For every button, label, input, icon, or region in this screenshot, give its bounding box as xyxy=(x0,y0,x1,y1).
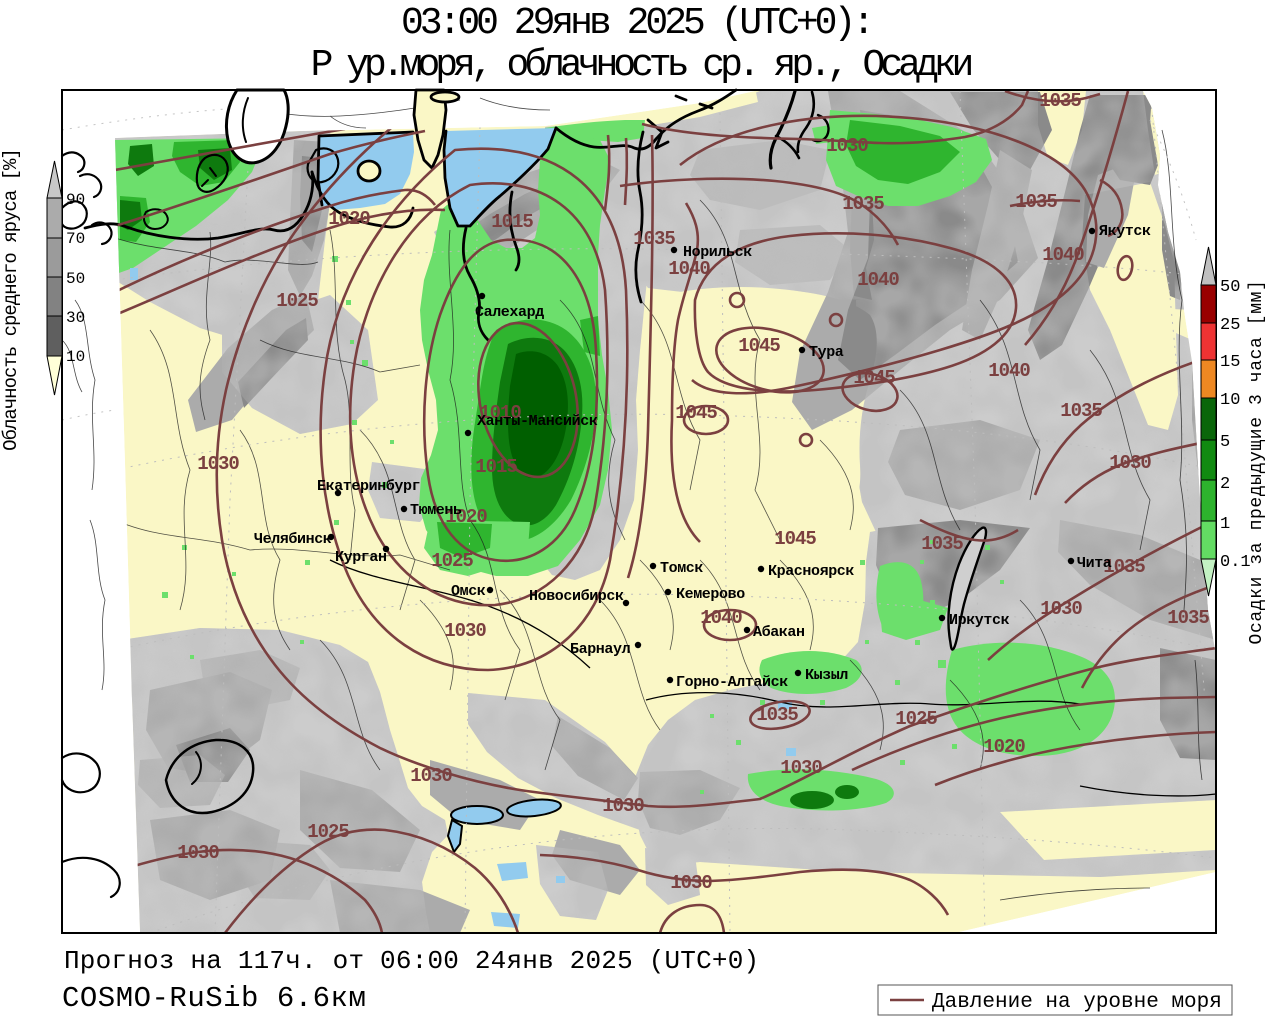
svg-text:Чита: Чита xyxy=(1077,555,1112,572)
svg-text:Кемерово: Кемерово xyxy=(676,586,745,603)
svg-text:Якутск: Якутск xyxy=(1099,223,1151,240)
svg-text:1025: 1025 xyxy=(895,708,937,730)
svg-text:Челябинск: Челябинск xyxy=(254,531,332,548)
svg-text:1035: 1035 xyxy=(1060,400,1102,422)
svg-text:25: 25 xyxy=(1220,316,1240,335)
svg-text:1030: 1030 xyxy=(1040,598,1082,620)
svg-text:Екатеринбург: Екатеринбург xyxy=(317,478,420,495)
svg-text:COSMO-RuSib 6.6км: COSMO-RuSib 6.6км xyxy=(62,982,366,1015)
svg-text:1045: 1045 xyxy=(774,528,816,550)
svg-text:1035: 1035 xyxy=(756,704,798,726)
svg-text:1035: 1035 xyxy=(1167,607,1209,629)
svg-text:1045: 1045 xyxy=(675,402,717,424)
svg-text:90: 90 xyxy=(66,191,85,209)
svg-text:1040: 1040 xyxy=(857,269,899,291)
svg-text:1020: 1020 xyxy=(445,506,487,528)
svg-text:Давление на уровне моря: Давление на уровне моря xyxy=(932,991,1222,1014)
svg-text:Ханты-Мансийск: Ханты-Мансийск xyxy=(477,413,598,430)
svg-text:50: 50 xyxy=(66,270,85,288)
svg-text:Горно-Алтайск: Горно-Алтайск xyxy=(676,674,788,691)
svg-text:Тура: Тура xyxy=(809,344,844,361)
svg-text:1020: 1020 xyxy=(328,208,370,230)
svg-text:1030: 1030 xyxy=(826,135,868,157)
svg-text:Томск: Томск xyxy=(660,560,703,577)
svg-text:1015: 1015 xyxy=(491,211,533,233)
svg-text:1040: 1040 xyxy=(988,360,1030,382)
svg-text:2: 2 xyxy=(1220,475,1230,494)
svg-text:15: 15 xyxy=(1220,353,1240,372)
svg-text:1045: 1045 xyxy=(853,367,895,389)
svg-text:Р ур.моря, облачность ср. яр.,: Р ур.моря, облачность ср. яр., Осадки xyxy=(311,44,972,87)
svg-text:1030: 1030 xyxy=(444,620,486,642)
svg-text:1035: 1035 xyxy=(1015,191,1057,213)
svg-text:50: 50 xyxy=(1220,278,1240,297)
svg-text:1040: 1040 xyxy=(1042,244,1084,266)
svg-text:Облачность среднего яруса [%]: Облачность среднего яруса [%] xyxy=(0,149,22,451)
svg-text:0.1: 0.1 xyxy=(1220,553,1251,572)
svg-text:Абакан: Абакан xyxy=(753,624,805,641)
svg-text:1045: 1045 xyxy=(738,335,780,357)
svg-text:Тюмень: Тюмень xyxy=(410,502,462,519)
svg-text:Курган: Курган xyxy=(335,549,387,566)
svg-text:1035: 1035 xyxy=(842,193,884,215)
svg-text:1035: 1035 xyxy=(1103,556,1145,578)
svg-text:1025: 1025 xyxy=(307,821,349,843)
svg-text:Иркутск: Иркутск xyxy=(949,612,1010,629)
svg-text:1035: 1035 xyxy=(921,533,963,555)
svg-text:70: 70 xyxy=(66,230,85,248)
svg-text:1025: 1025 xyxy=(276,290,318,312)
svg-text:1030: 1030 xyxy=(1109,452,1151,474)
svg-text:Омск: Омск xyxy=(451,583,486,600)
svg-text:Кызыл: Кызыл xyxy=(805,667,848,684)
svg-text:1010: 1010 xyxy=(479,402,521,424)
svg-text:1015: 1015 xyxy=(475,456,517,478)
svg-text:1040: 1040 xyxy=(668,258,710,280)
svg-text:1030: 1030 xyxy=(670,872,712,894)
svg-text:Осадки за предыдущие 3 часа [м: Осадки за предыдущие 3 часа [мм] xyxy=(1247,280,1267,645)
svg-text:1035: 1035 xyxy=(1039,90,1081,112)
svg-text:Красноярск: Красноярск xyxy=(768,563,854,580)
svg-text:1030: 1030 xyxy=(177,842,219,864)
svg-text:5: 5 xyxy=(1220,433,1230,452)
svg-text:10: 10 xyxy=(66,348,85,366)
svg-text:30: 30 xyxy=(66,309,85,327)
svg-text:10: 10 xyxy=(1220,391,1240,410)
svg-text:1040: 1040 xyxy=(700,607,742,629)
svg-text:Новосибирск: Новосибирск xyxy=(529,588,624,605)
svg-text:Барнаул: Барнаул xyxy=(570,641,630,658)
svg-text:1020: 1020 xyxy=(983,736,1025,758)
svg-text:Норильск: Норильск xyxy=(683,244,752,261)
svg-text:1030: 1030 xyxy=(780,757,822,779)
svg-text:1025: 1025 xyxy=(431,550,473,572)
svg-text:1030: 1030 xyxy=(602,795,644,817)
svg-text:Прогноз на 117ч. от 06:00 24ян: Прогноз на 117ч. от 06:00 24янв 2025 (UT… xyxy=(64,946,759,976)
svg-text:Салехард: Салехард xyxy=(475,304,544,321)
svg-text:1030: 1030 xyxy=(410,765,452,787)
svg-text:1035: 1035 xyxy=(633,228,675,250)
svg-text:03:00 29янв 2025 (UTC+0):: 03:00 29янв 2025 (UTC+0): xyxy=(401,2,871,45)
svg-text:1030: 1030 xyxy=(197,453,239,475)
svg-text:1: 1 xyxy=(1220,515,1230,534)
